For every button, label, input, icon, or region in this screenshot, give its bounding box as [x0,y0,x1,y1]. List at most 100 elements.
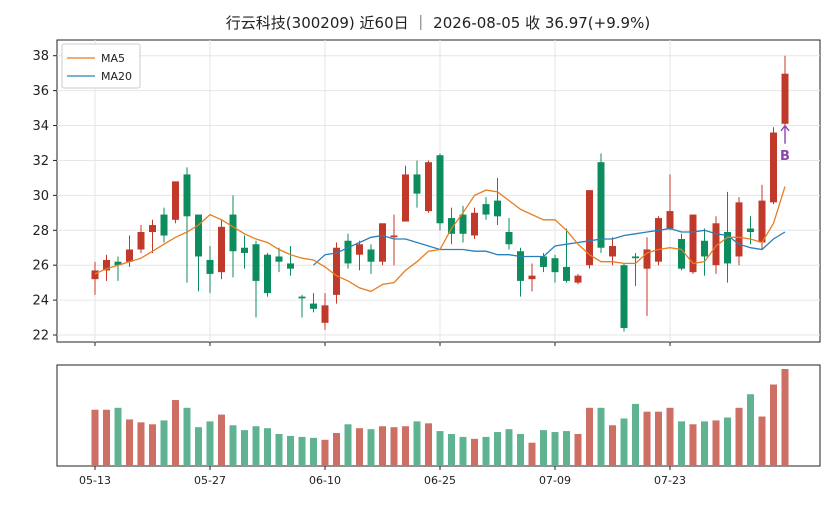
candle-body [528,275,536,280]
candle-body [379,223,386,262]
volume-bar [678,421,685,466]
y-tick-label: 34 [32,119,49,134]
volume-bar [781,369,789,466]
candle-body [252,244,260,281]
volume-bar [482,436,490,466]
volume-bar [264,428,271,466]
volume-bar [172,400,179,466]
candle-body [643,249,651,269]
volume-bar [689,424,697,466]
x-tick-label: 05-27 [194,474,226,487]
candle-body [298,296,306,299]
volume-bar [379,426,386,466]
candle-body [563,266,570,281]
candle-body [367,249,375,262]
volume-bar [218,414,225,466]
buy-signal-arrow-icon [780,124,790,144]
volume-bar [632,403,639,466]
volume-bar [310,437,317,466]
volume-bar [298,436,306,466]
volume-bar [413,421,421,466]
volume-bar [252,426,260,466]
candle-body [402,174,409,222]
x-tick-label: 05-13 [79,474,111,487]
candle-body [448,218,455,234]
candle-body [609,245,616,257]
y-tick-label: 22 [32,329,49,344]
y-tick-labels: 22 24 26 28 30 32 34 36 38 [32,49,57,344]
candle-body [390,235,398,238]
volume-bar [390,427,398,466]
volume-bar [333,433,340,466]
volume-bar [356,428,363,466]
candle-body [206,259,214,274]
volume-bar [620,418,628,466]
candle-body [666,211,674,229]
candlesticks [91,55,789,332]
volume-bar [229,425,237,466]
candle-body [356,244,363,255]
price-plot-frame [56,39,821,343]
candle-body [459,214,467,234]
candle-body [436,155,444,224]
volume-bar [367,429,375,466]
candle-body [425,162,432,212]
candle-body [172,181,179,220]
candle-body [183,174,191,217]
candle-body [126,249,133,262]
candle-body [333,247,340,295]
candle-body [103,259,110,271]
candle-body [712,223,720,266]
candle-body [517,251,524,281]
volume-bar [494,432,501,466]
candle-body [482,204,490,215]
volume-bar [770,384,777,466]
volume-bar [643,411,651,466]
volume-bar [724,417,731,466]
candle-body [218,226,225,273]
volume-bar [574,433,582,466]
volume-bar [91,409,99,466]
volume-bar [126,419,133,466]
candle-body [620,265,628,329]
volume-bar [528,442,536,466]
candle-body [344,240,352,264]
chart-title: 行云科技(300209) 近60日 ｜ 2026-08-05 收 36.97(+… [226,14,650,32]
candle-body [770,132,777,203]
candle-body [747,228,754,233]
candle-body [310,303,317,309]
volume-bar [563,431,570,466]
candle-body [413,174,421,194]
volume-bar [540,430,547,466]
volume-bar [735,407,743,466]
candle-body [91,270,99,280]
volume-bar [448,433,455,466]
candle-body [586,190,593,266]
candle-body [241,247,248,253]
y-tick-label: 38 [32,49,49,64]
volume-bar [183,407,191,466]
volume-bar [436,431,444,466]
x-tick-label: 06-10 [309,474,341,487]
y-tick-label: 28 [32,224,49,239]
y-tick-label: 32 [32,154,49,169]
x-tick-label: 07-09 [539,474,571,487]
y-tick-label: 26 [32,259,49,274]
candle-body [471,212,478,236]
candle-body [655,218,662,262]
candle-body [287,263,294,269]
y-tick-label: 36 [32,84,49,99]
candle-body [195,214,202,257]
candle-body [632,256,639,259]
y-tick-label: 24 [32,294,49,309]
volume-bar [149,424,156,466]
candle-body [678,239,685,269]
ma20-line [313,227,786,266]
volume-bar [137,422,145,466]
legend-ma20-label: MA20 [101,70,132,83]
candle-body [494,200,501,217]
volume-bar [206,421,214,466]
candle-body [540,256,547,267]
volume-bar [321,439,329,466]
